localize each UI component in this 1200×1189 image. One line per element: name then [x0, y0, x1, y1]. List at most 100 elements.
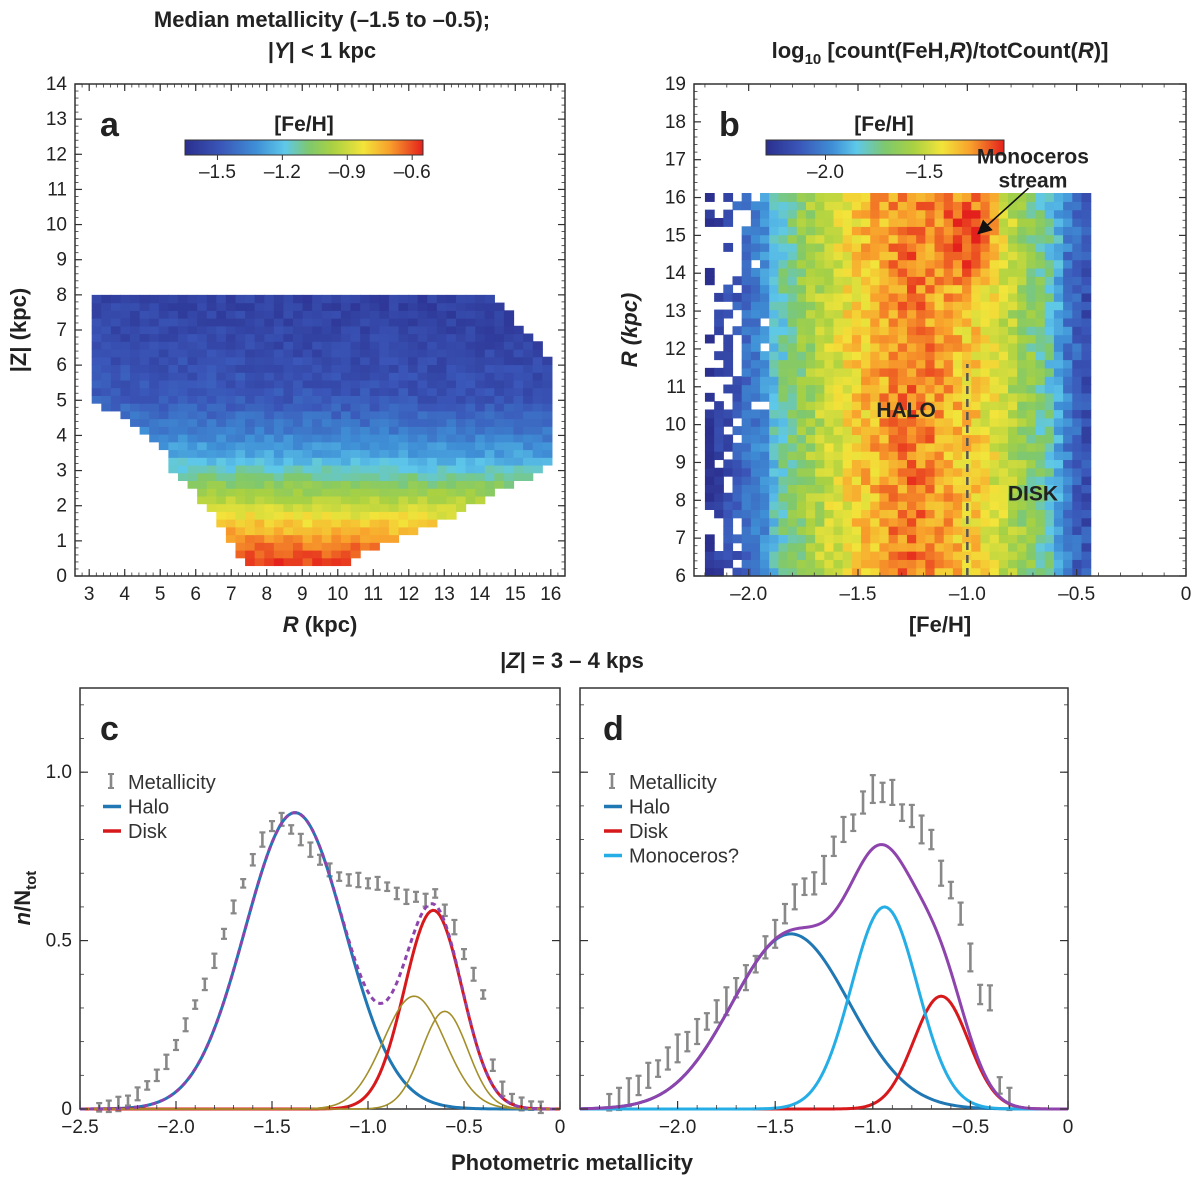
panel-a-cell	[283, 534, 294, 543]
panel-b-cell	[879, 526, 890, 535]
panel-a-cell	[369, 356, 380, 366]
panel-b-cell	[824, 559, 835, 569]
legend-entry-label: Disk	[128, 821, 168, 843]
panel-b-cell	[723, 242, 734, 252]
panel-b-cell	[833, 476, 844, 486]
panel-b-cell	[842, 209, 853, 219]
panel-b-cell	[1072, 292, 1083, 302]
panel-a-cell	[321, 480, 332, 489]
panel-b-cell	[842, 217, 853, 227]
panel-b-cell	[732, 467, 743, 477]
panel-b-cell	[778, 409, 789, 419]
panel-b-cell	[704, 492, 715, 502]
panel-a-cell	[350, 511, 361, 520]
panel-b-cell	[760, 559, 770, 569]
panel-a-cell	[408, 511, 419, 520]
panel-a-cell	[369, 325, 380, 335]
panel-b-cell	[760, 276, 770, 286]
panel-a-cell	[369, 310, 380, 319]
panel-b-cell	[1063, 267, 1073, 277]
panel-a-cell	[542, 410, 553, 420]
panel-b-cell	[1017, 376, 1027, 386]
panel-b-cell	[998, 251, 1009, 261]
panel-a-cell	[293, 457, 304, 466]
panel-b-cell	[888, 259, 899, 269]
panel-a-cell	[302, 557, 313, 567]
panel-b-cell	[897, 251, 908, 261]
panel-a-cell	[340, 341, 352, 350]
panel-a-cell	[149, 333, 160, 342]
panel-b-cbar-label: –1.5	[906, 162, 943, 183]
panel-b-cell	[1008, 193, 1018, 202]
panel-a-cell	[455, 348, 467, 358]
panel-a-cell	[235, 472, 246, 482]
panel-b-cell	[1026, 401, 1037, 411]
panel-b-cell	[952, 317, 963, 327]
panel-b-cell	[888, 501, 899, 510]
panel-b-cell	[1063, 534, 1073, 544]
panel-a-cell	[436, 441, 448, 451]
panel-a-cell	[513, 464, 524, 474]
panel-b-cell	[906, 509, 917, 519]
panel-b-cell	[897, 201, 908, 211]
panel-b-cell	[998, 309, 1009, 319]
panel-a-cell	[350, 348, 361, 358]
panel-b-cell	[778, 309, 789, 319]
panel-a-cell	[542, 403, 553, 412]
panel-b-cell	[1026, 534, 1037, 544]
panel-b-cell	[998, 276, 1009, 286]
panel-b-cell	[1026, 501, 1037, 510]
panel-b-cell	[787, 534, 798, 544]
panel-b-cell	[824, 209, 835, 219]
panel-a-cell	[417, 519, 428, 528]
panel-b-cell	[971, 242, 982, 252]
panel-a-cell	[168, 426, 179, 435]
panel-a-cell	[130, 348, 141, 358]
panel-b-cell	[888, 242, 899, 252]
panel-a-xlabel: R (kpc)	[283, 612, 358, 637]
panel-a-cell	[321, 495, 332, 505]
panel-b-cell	[824, 484, 835, 494]
panel-a-cell	[321, 557, 332, 567]
panel-b-cell	[851, 242, 862, 252]
panel-a-cell	[455, 395, 467, 404]
panel-a-cell	[465, 318, 476, 327]
panel-a-cell	[197, 472, 208, 482]
panel-b-cell	[760, 392, 770, 402]
panel-a-cell	[206, 503, 217, 512]
panel-a-cell	[187, 372, 198, 381]
panel-b-cell	[1063, 451, 1073, 461]
panel-b-cell	[897, 334, 908, 344]
panel-a-cell	[187, 395, 198, 404]
panel-a-cell	[302, 294, 313, 304]
panel-a-cell	[302, 434, 313, 443]
panel-a-cell	[398, 410, 409, 420]
panel-b-cell	[842, 401, 853, 411]
panel-a-cell	[503, 364, 515, 373]
panel-b-ytick-label: 9	[675, 452, 686, 473]
panel-b-cell	[962, 276, 972, 286]
panel-a-cell	[206, 441, 217, 451]
panel-a-cell	[465, 310, 476, 319]
panel-a-cell	[101, 387, 112, 396]
panel-b-cell	[805, 234, 816, 244]
panel-b-cell	[943, 459, 954, 469]
panel-b-cell	[934, 509, 945, 519]
panel-b-cell	[870, 251, 881, 261]
panel-b-cell	[796, 517, 807, 527]
panel-b-cell	[989, 517, 1000, 527]
panel-b-cell	[842, 451, 853, 461]
panel-a-cell	[254, 379, 265, 389]
panel-b-cell	[861, 526, 871, 535]
panel-a-cell	[312, 457, 323, 466]
panel-b-cell	[842, 267, 853, 277]
panel-a-cell	[417, 372, 428, 381]
panel-b-cell	[934, 359, 945, 369]
panel-a-cell	[360, 310, 371, 319]
panel-b-cell	[897, 534, 908, 544]
panel-a-cell	[197, 325, 208, 335]
panel-b-cell	[732, 459, 743, 469]
panel-a-cell	[216, 310, 227, 319]
panel-b-cell	[778, 217, 789, 227]
panel-a-cell	[465, 418, 476, 427]
